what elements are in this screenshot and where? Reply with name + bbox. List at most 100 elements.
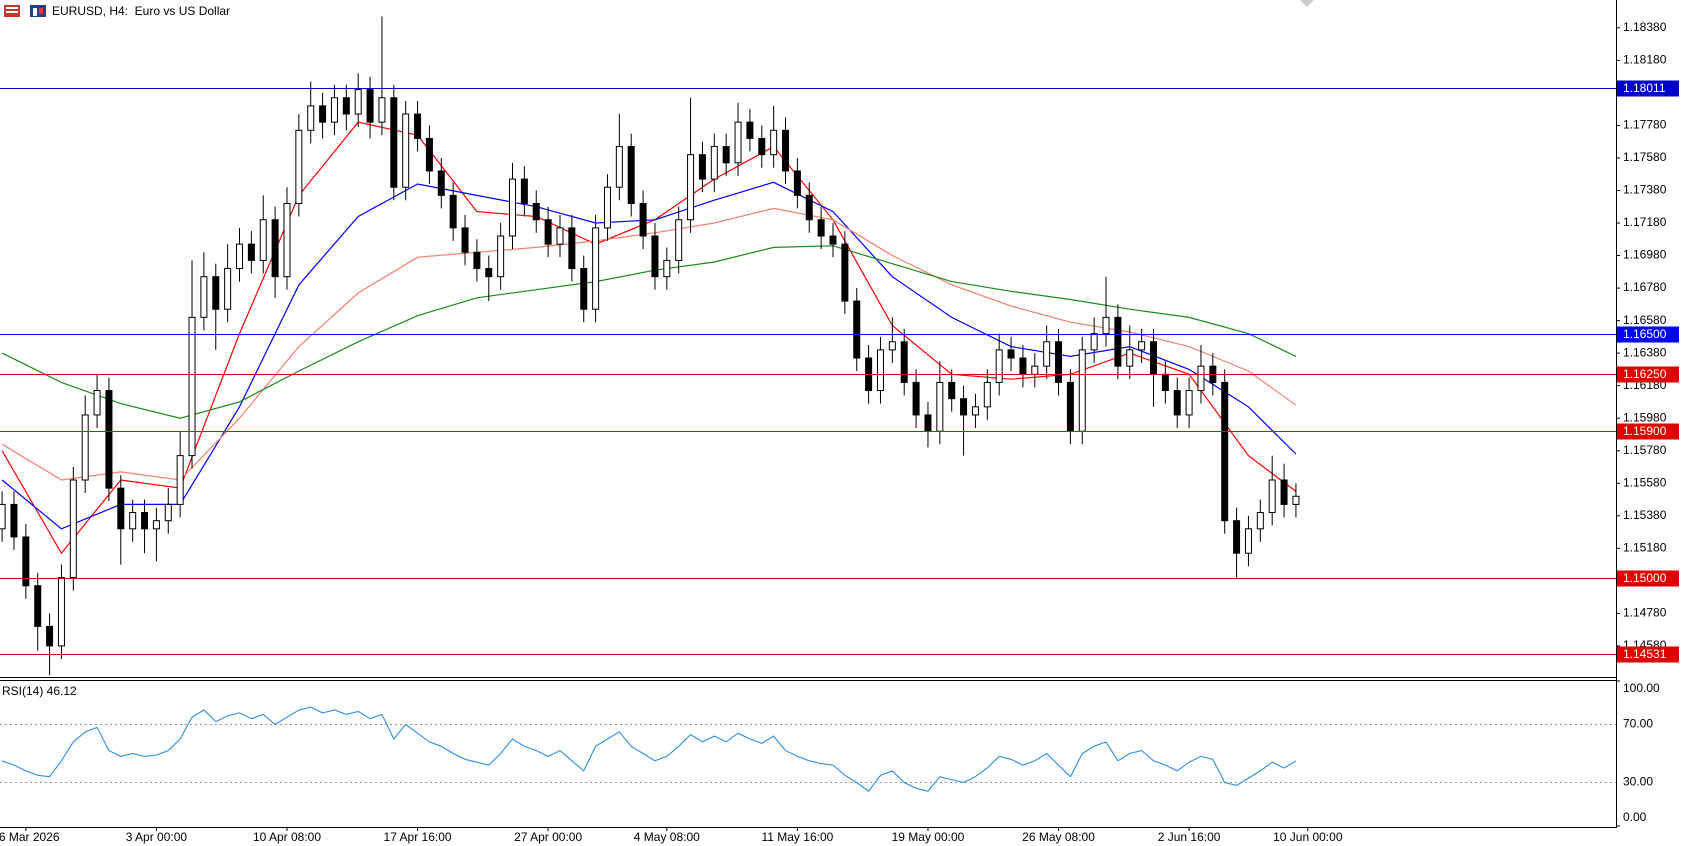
level-label-box	[1617, 80, 1679, 97]
candle-body	[259, 219, 267, 261]
candle-body	[603, 186, 611, 229]
candle-body	[793, 170, 801, 196]
candle-body	[1102, 316, 1110, 335]
candle-body	[152, 520, 160, 530]
icon	[39, 8, 43, 14]
candle-body	[983, 381, 991, 408]
candle-body	[734, 121, 742, 164]
candle-body	[592, 227, 600, 310]
candle-body	[568, 227, 576, 270]
y-tick-label: 1.18380	[1623, 20, 1667, 34]
rsi-title: RSI(14) 46.12	[2, 684, 77, 698]
candle-body	[710, 146, 718, 180]
candle-body	[936, 381, 944, 432]
icon	[33, 8, 37, 16]
candle-body	[948, 381, 956, 400]
candle-body	[449, 194, 457, 229]
candle-body	[675, 219, 683, 261]
rsi-plot	[0, 706, 1616, 792]
candle-body	[580, 268, 588, 310]
candle-body	[698, 154, 706, 180]
candle-body	[117, 487, 125, 530]
candle-body	[544, 219, 552, 245]
candle-body	[758, 137, 766, 156]
y-tick-label: 30.00	[1623, 775, 1653, 789]
candle-body	[770, 129, 778, 156]
candle-body	[473, 251, 481, 270]
candle-body	[1090, 333, 1098, 351]
candle-body	[330, 97, 338, 123]
candle-body	[900, 341, 908, 383]
y-tick-label: 70.00	[1623, 717, 1653, 731]
candle-body	[366, 89, 374, 123]
y-tick-label: 1.16980	[1623, 248, 1667, 262]
candle-body	[1185, 390, 1193, 416]
candle-body	[212, 276, 220, 310]
candle-body	[378, 97, 386, 123]
y-tick-label: 1.16580	[1623, 313, 1667, 327]
level-label: 1.16250	[1623, 367, 1667, 381]
candle-body	[1173, 390, 1181, 416]
x-tick-label: 10 Jun 00:00	[1273, 830, 1343, 844]
y-tick-label: 1.15180	[1623, 541, 1667, 555]
candle-body	[57, 577, 65, 647]
y-tick-label: 1.14780	[1623, 606, 1667, 620]
candle-body	[497, 235, 505, 278]
x-tick-label: 4 May 08:00	[634, 830, 700, 844]
candle-body	[354, 89, 362, 115]
candle-body	[1256, 512, 1264, 530]
marker	[1300, 0, 1314, 7]
candle-body	[971, 406, 979, 416]
candle-body	[924, 414, 932, 432]
x-tick-label: 27 Apr 00:00	[514, 830, 582, 844]
price-plot	[0, 16, 1616, 676]
candle-body	[307, 105, 315, 131]
level-label-box	[1617, 326, 1679, 343]
candle-body	[651, 235, 659, 278]
candle-body	[888, 341, 896, 351]
candle-body	[22, 536, 30, 587]
candle-body	[1292, 495, 1300, 505]
candle-body	[1043, 341, 1051, 367]
candle-body	[164, 503, 172, 522]
level-label-box	[1617, 646, 1679, 663]
candle-body	[876, 349, 884, 392]
candle-body	[485, 268, 493, 278]
y-tick-label: 1.15380	[1623, 508, 1667, 522]
candle-body	[1078, 349, 1086, 432]
x-tick-label: 19 May 00:00	[892, 830, 965, 844]
level-label-box	[1617, 366, 1679, 383]
icon	[30, 5, 46, 17]
y-tick-label: 1.15580	[1623, 475, 1667, 489]
candle-body	[295, 129, 303, 204]
icon	[6, 7, 18, 9]
candle-body	[1138, 341, 1146, 351]
candle-body	[1268, 479, 1276, 514]
candle-body	[129, 512, 137, 530]
candle-body	[960, 398, 968, 416]
level-label-box	[1617, 570, 1679, 587]
chart-title: EURUSD, H4: Euro vs US Dollar	[52, 4, 230, 18]
candle-body	[402, 113, 410, 188]
candle-body	[1126, 349, 1134, 367]
candle-body	[200, 276, 208, 318]
candle-body	[722, 146, 730, 164]
y-tick-label: 1.15780	[1623, 443, 1667, 457]
candle-body	[93, 390, 101, 416]
level-label: 1.15900	[1623, 424, 1667, 438]
candle-body	[853, 300, 861, 359]
y-tick-label: 1.16780	[1623, 280, 1667, 294]
candle-body	[746, 121, 754, 139]
candle-body	[247, 243, 255, 261]
candle-body	[176, 455, 184, 505]
y-tick-label: 1.15980	[1623, 410, 1667, 424]
candle-body	[817, 219, 825, 237]
candle-body	[1114, 316, 1122, 367]
candle-body	[782, 129, 790, 172]
candle-body	[1055, 341, 1063, 383]
candle-body	[10, 503, 18, 538]
y-tick-label: 1.17580	[1623, 150, 1667, 164]
candle-body	[995, 349, 1003, 383]
